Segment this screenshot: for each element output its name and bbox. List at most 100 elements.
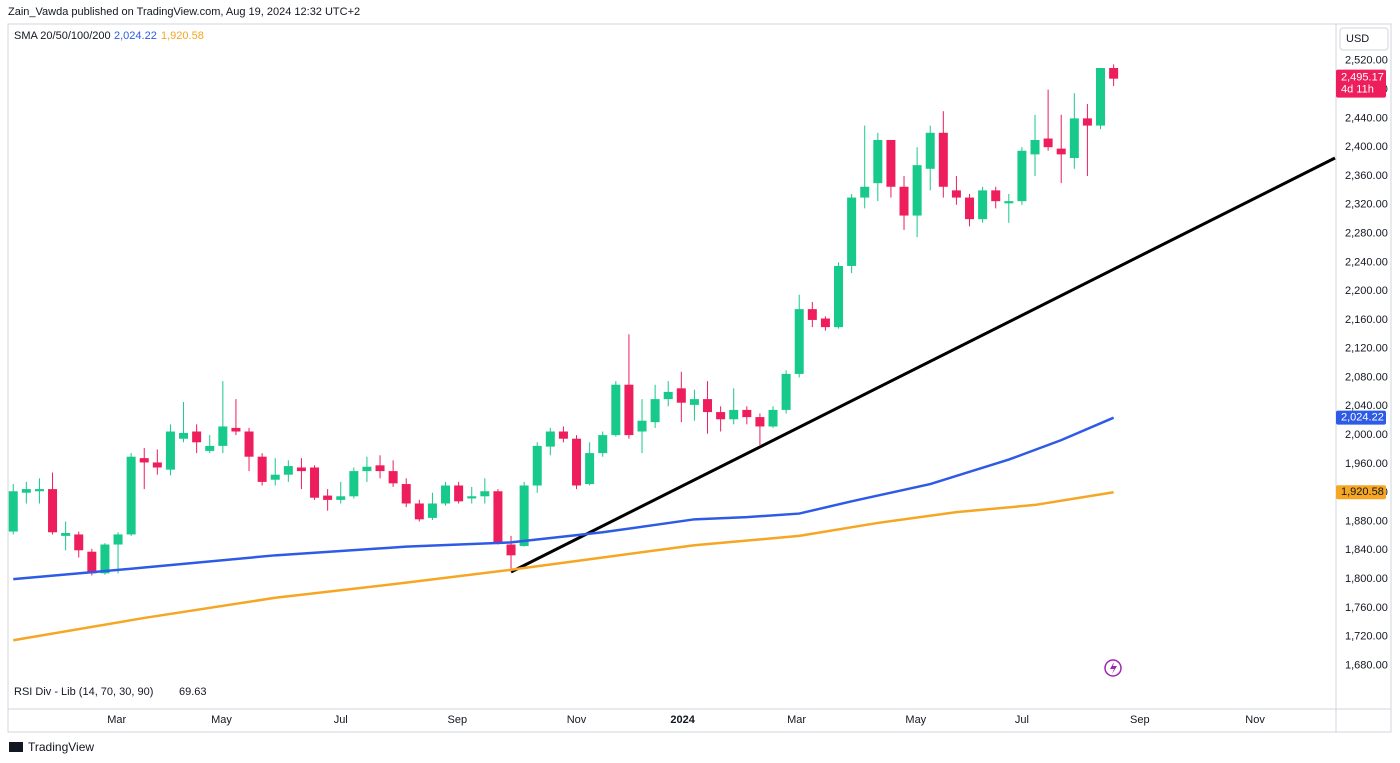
rsi-name: RSI Div - Lib (14, 70, 30, 90)	[14, 686, 153, 698]
y-tick-label: 2,400.00	[1345, 141, 1388, 153]
x-tick-label: Nov	[567, 714, 587, 726]
candle-body	[454, 485, 464, 502]
currency-box[interactable]	[1339, 27, 1389, 51]
trend-line	[510, 156, 1336, 574]
y-tick-label: 2,240.00	[1345, 256, 1388, 268]
x-tick-label: Nov	[1245, 714, 1265, 726]
candle-body	[1069, 118, 1079, 158]
candle-body	[886, 139, 896, 187]
candle-body	[834, 265, 844, 328]
candle-body	[1082, 118, 1092, 126]
indicator-value: 2,024.22	[114, 30, 157, 42]
candle-body	[296, 467, 306, 472]
candle-body	[283, 466, 293, 475]
candle-body	[401, 484, 411, 504]
event-icon[interactable]	[1104, 659, 1122, 677]
candle-body	[244, 431, 254, 457]
candle-body	[637, 420, 647, 432]
x-tick-label: Sep	[448, 714, 468, 726]
candle-body	[113, 534, 123, 545]
last-price-label: 2,495.17	[1341, 72, 1384, 84]
candle-body	[427, 503, 437, 518]
candle-body	[165, 431, 175, 470]
y-tick-label: 2,520.00	[1345, 55, 1388, 67]
candle-body	[388, 471, 398, 484]
y-tick-label: 2,320.00	[1345, 199, 1388, 211]
y-tick-label: 2,360.00	[1345, 170, 1388, 182]
indicator-name: SMA 20/50/100/200	[14, 30, 111, 42]
candle-body	[310, 467, 320, 498]
candle-body	[21, 489, 31, 493]
y-tick-label: 1,720.00	[1345, 631, 1388, 643]
candle-body	[467, 496, 477, 499]
candle-body	[860, 186, 870, 198]
brand-logo	[9, 742, 23, 752]
candle-body	[152, 462, 162, 468]
y-tick-label: 1,960.00	[1345, 458, 1388, 470]
candle-body	[938, 132, 948, 187]
candle-body	[1017, 150, 1027, 202]
sma-price-tag	[1336, 410, 1386, 425]
candle-body	[663, 391, 673, 400]
candle-body	[820, 318, 830, 328]
candle-body	[991, 190, 1001, 202]
x-tick-label: 2024	[670, 714, 695, 726]
y-tick-label: 2,000.00	[1345, 429, 1388, 441]
candle-body	[205, 445, 215, 451]
last-price-tag	[1336, 69, 1386, 98]
x-tick-label: Jul	[334, 714, 348, 726]
candle-body	[781, 373, 791, 410]
candle-body	[100, 544, 110, 574]
x-tick-label: May	[211, 714, 232, 726]
candle-body	[519, 485, 529, 546]
header: Zain_Vawda published on TradingView.com,…	[8, 6, 360, 18]
candle-body	[650, 399, 660, 423]
candle-body	[755, 417, 765, 427]
brand: TradingView	[28, 740, 94, 754]
candle-body	[703, 399, 713, 413]
candle-body	[689, 399, 699, 405]
candle-body	[8, 491, 18, 532]
candle-body	[506, 544, 516, 556]
candle-body	[1109, 67, 1119, 79]
candle-body	[493, 491, 503, 544]
candle-body	[480, 491, 490, 497]
candle-body	[336, 496, 346, 500]
y-tick-label: 1,880.00	[1345, 515, 1388, 527]
sma-price-tag-label: 2,024.22	[1341, 412, 1384, 424]
candle-body	[1004, 201, 1014, 204]
candle-body	[48, 489, 58, 533]
y-tick-label: 1,680.00	[1345, 659, 1388, 671]
y-tick-label: 2,440.00	[1345, 112, 1388, 124]
y-tick-label: 2,280.00	[1345, 227, 1388, 239]
candle-body	[912, 165, 922, 216]
candle-body	[61, 533, 71, 536]
candle-body	[231, 427, 241, 432]
y-tick-label: 1,760.00	[1345, 602, 1388, 614]
candle-body	[532, 445, 542, 486]
candle-body	[349, 471, 359, 497]
candle-body	[1043, 138, 1053, 148]
candle-body	[218, 426, 228, 446]
y-tick-label: 2,040.00	[1345, 400, 1388, 412]
y-tick-label: 2,120.00	[1345, 343, 1388, 355]
candle-body	[139, 458, 149, 463]
candle-body	[323, 495, 333, 500]
countdown: 4d 11h	[1341, 84, 1374, 96]
x-tick-label: Sep	[1130, 714, 1150, 726]
candle-body	[729, 409, 739, 420]
candle-body	[1056, 148, 1066, 155]
y-tick-label: 2,200.00	[1345, 285, 1388, 297]
candle-body	[375, 465, 385, 472]
indicator-value: 1,920.58	[161, 30, 204, 42]
y-tick-label: 1,800.00	[1345, 573, 1388, 585]
candle-body	[126, 456, 136, 535]
candle-body	[768, 409, 778, 427]
x-tick-label: Jul	[1015, 714, 1029, 726]
candle-body	[807, 309, 817, 320]
candle-body	[676, 388, 686, 403]
candle-body	[965, 197, 975, 220]
